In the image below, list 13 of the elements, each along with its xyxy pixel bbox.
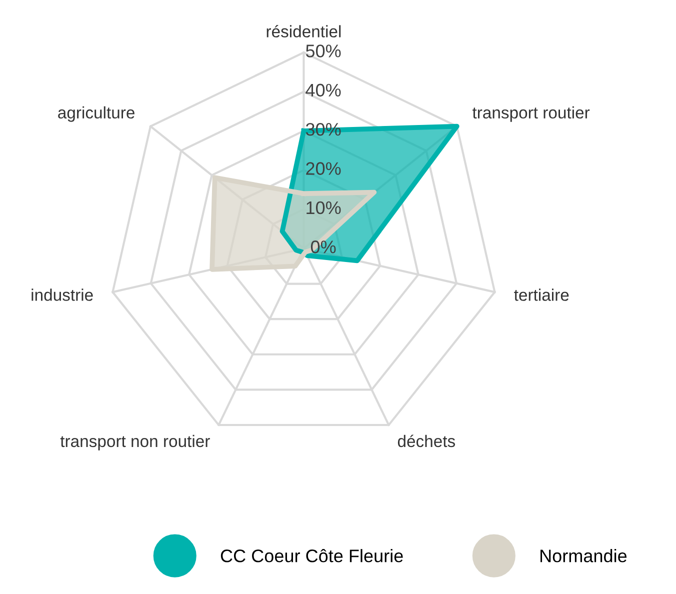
spoke-label: industrie: [32, 288, 93, 301]
spoke-label: tertiaire: [514, 288, 569, 301]
spoke-label: agriculture: [58, 106, 134, 122]
y-tick-label: 20%: [306, 162, 341, 175]
legend-label: CC Coeur Côte Fleurie: [220, 548, 403, 562]
spoke-label: déchets: [398, 434, 455, 448]
spoke-label: transport non routier: [60, 434, 210, 450]
legend-label: Normandie: [540, 549, 627, 562]
y-tick-label: 10%: [306, 201, 341, 214]
spoke-label: transport routier: [472, 106, 590, 122]
y-tick-label: 40%: [306, 84, 341, 97]
y-tick-label: 50%: [306, 44, 341, 58]
spoke-label: résidentiel: [266, 24, 341, 38]
